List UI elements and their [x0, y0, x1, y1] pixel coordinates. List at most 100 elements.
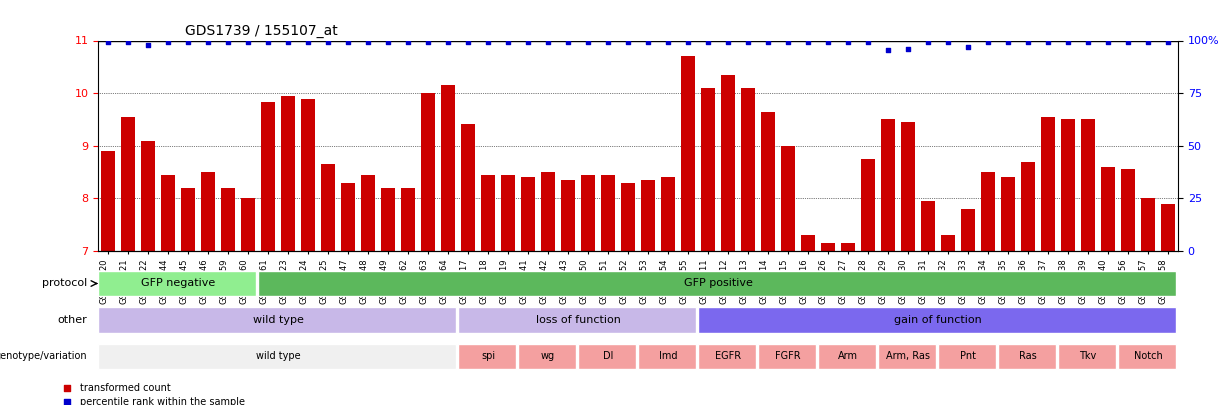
Bar	[901, 122, 915, 251]
Point	[1079, 38, 1098, 45]
Point	[918, 38, 937, 45]
Bar	[741, 88, 755, 251]
Text: wg: wg	[541, 352, 555, 361]
Text: gain of function: gain of function	[894, 315, 982, 325]
Bar	[961, 209, 975, 251]
Bar	[761, 111, 775, 251]
Text: spi: spi	[481, 352, 496, 361]
Bar	[840, 243, 855, 251]
Point	[1118, 38, 1137, 45]
Bar	[582, 175, 595, 251]
Point	[479, 38, 498, 45]
Text: percentile rank within the sample: percentile rank within the sample	[80, 397, 244, 405]
Point	[413, 233, 433, 239]
Point	[238, 38, 258, 45]
Point	[1018, 38, 1038, 45]
Bar	[161, 175, 175, 251]
Bar	[801, 235, 815, 251]
Bar	[421, 93, 436, 251]
Text: FGFR: FGFR	[775, 352, 801, 361]
Point	[358, 38, 378, 45]
Text: loss of function: loss of function	[536, 315, 621, 325]
Point	[718, 38, 737, 45]
Point	[998, 38, 1017, 45]
Bar	[101, 151, 115, 251]
Bar	[1121, 169, 1135, 251]
Text: transformed count: transformed count	[80, 383, 171, 393]
FancyBboxPatch shape	[1118, 343, 1175, 369]
Bar	[561, 180, 575, 251]
Bar	[440, 85, 455, 251]
Point	[339, 38, 358, 45]
Bar	[242, 198, 255, 251]
Point	[1058, 38, 1077, 45]
Bar	[1040, 117, 1055, 251]
FancyBboxPatch shape	[578, 343, 636, 369]
Text: Arm, Ras: Arm, Ras	[886, 352, 930, 361]
FancyBboxPatch shape	[98, 307, 456, 333]
FancyBboxPatch shape	[879, 343, 936, 369]
Point	[818, 38, 838, 45]
Point	[599, 38, 618, 45]
Point	[958, 43, 978, 50]
Point	[458, 38, 477, 45]
Point	[898, 45, 918, 52]
Text: wild type: wild type	[255, 352, 301, 361]
Point	[618, 38, 638, 45]
Bar	[1141, 198, 1155, 251]
Text: Tkv: Tkv	[1080, 352, 1097, 361]
Point	[778, 38, 798, 45]
Point	[378, 38, 398, 45]
Point	[259, 38, 279, 45]
Bar	[1161, 204, 1175, 251]
Point	[739, 38, 758, 45]
Text: EGFR: EGFR	[715, 352, 741, 361]
Point	[558, 38, 578, 45]
Text: GDS1739 / 155107_at: GDS1739 / 155107_at	[184, 24, 337, 38]
Bar	[601, 175, 615, 251]
Bar	[881, 119, 894, 251]
Text: Ras: Ras	[1020, 352, 1037, 361]
Point	[158, 38, 178, 45]
Point	[638, 38, 658, 45]
Bar	[861, 159, 875, 251]
Point	[498, 38, 518, 45]
Bar	[1021, 162, 1034, 251]
Bar	[541, 172, 555, 251]
Text: genotype/variation: genotype/variation	[0, 352, 87, 361]
Point	[199, 38, 218, 45]
Bar	[121, 117, 135, 251]
Point	[658, 38, 677, 45]
Point	[318, 38, 337, 45]
FancyBboxPatch shape	[937, 343, 996, 369]
Point	[939, 38, 958, 45]
Point	[298, 38, 318, 45]
Bar	[1061, 119, 1075, 251]
Text: protocol: protocol	[42, 279, 87, 288]
Point	[399, 38, 418, 45]
Bar	[401, 188, 415, 251]
FancyBboxPatch shape	[458, 343, 515, 369]
FancyBboxPatch shape	[1058, 343, 1115, 369]
Point	[118, 38, 137, 45]
Bar	[621, 183, 636, 251]
Bar	[640, 180, 655, 251]
Bar	[341, 183, 355, 251]
Point	[539, 38, 558, 45]
Text: GFP positive: GFP positive	[683, 279, 752, 288]
FancyBboxPatch shape	[998, 343, 1055, 369]
Bar	[1101, 167, 1115, 251]
Bar	[141, 141, 155, 251]
Point	[1098, 38, 1118, 45]
Point	[98, 38, 118, 45]
Text: Pnt: Pnt	[960, 352, 975, 361]
Point	[698, 38, 718, 45]
Point	[218, 38, 238, 45]
Bar	[782, 146, 795, 251]
Text: GFP negative: GFP negative	[141, 279, 215, 288]
Point	[1038, 38, 1058, 45]
Bar	[261, 102, 275, 251]
FancyBboxPatch shape	[98, 343, 456, 369]
Bar	[201, 172, 215, 251]
Point	[1139, 38, 1158, 45]
